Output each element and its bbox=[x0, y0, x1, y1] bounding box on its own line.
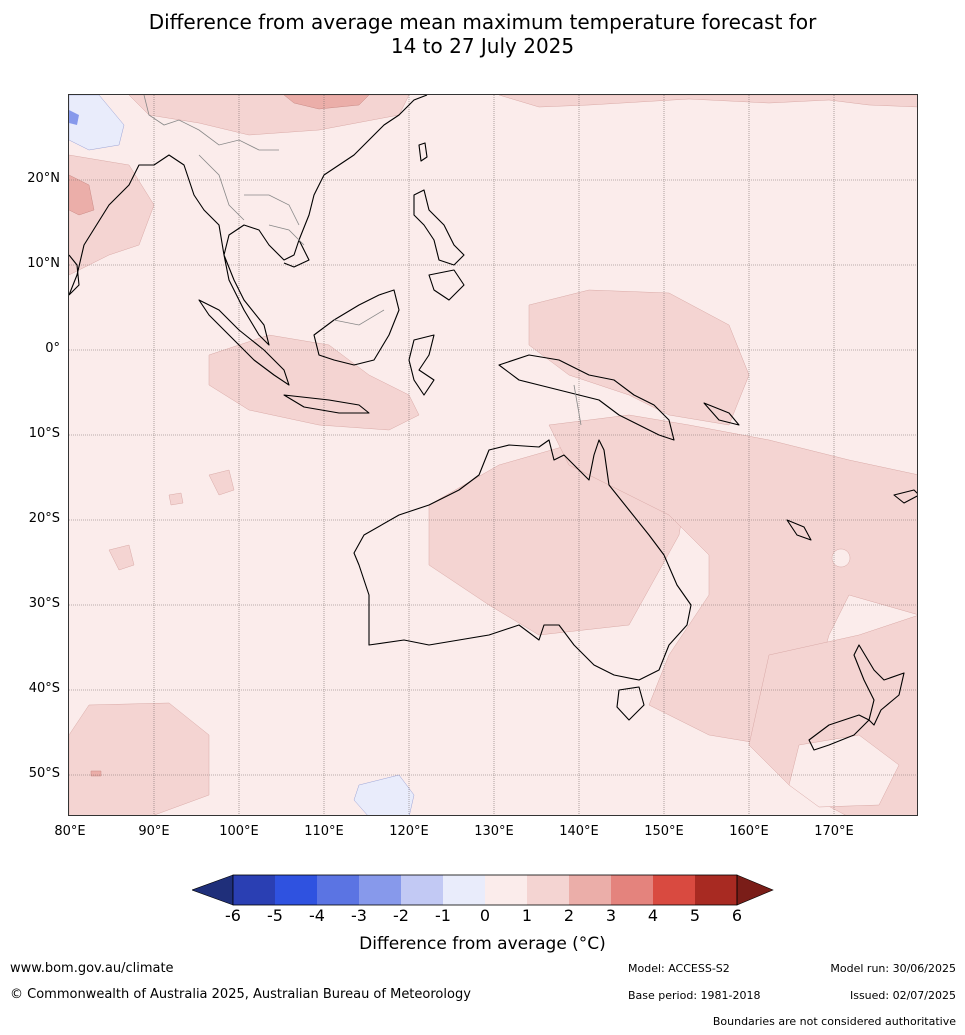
lon-label-80e: 80°E bbox=[54, 824, 86, 839]
country-borders bbox=[143, 95, 582, 426]
colorbar-swatch-n6-n5 bbox=[233, 875, 275, 905]
anomaly-1-to-2-areas bbox=[69, 95, 917, 815]
lon-label-130e: 130°E bbox=[474, 824, 514, 839]
colorbar-label: Difference from average (°C) bbox=[359, 934, 606, 954]
title-line-2: 14 to 27 July 2025 bbox=[390, 34, 575, 58]
colorbar-tick-0: 0 bbox=[479, 906, 491, 925]
graticule bbox=[69, 95, 917, 815]
base-period: Base period: 1981-2018 bbox=[628, 989, 761, 1002]
issued-date: Issued: 02/07/2025 bbox=[849, 989, 956, 1002]
website-link[interactable]: www.bom.gov.au/climate bbox=[10, 961, 174, 976]
colorbar-swatch-4-5 bbox=[653, 875, 695, 905]
lat-label-20s: 20°S bbox=[28, 511, 60, 526]
anomaly-minus-2-to-minus-1-area bbox=[69, 110, 79, 125]
colorbar bbox=[192, 874, 774, 906]
lat-label-50s: 50°S bbox=[28, 766, 60, 781]
boundaries-disclaimer: Boundaries are not considered authoritat… bbox=[712, 1015, 956, 1028]
model-run-date: Model run: 30/06/2025 bbox=[830, 962, 956, 975]
colorbar-tick-n1: -1 bbox=[435, 906, 451, 925]
colorbar-tick-n3: -3 bbox=[351, 906, 367, 925]
lat-label-10s: 10°S bbox=[28, 426, 60, 441]
model-name: Model: ACCESS-S2 bbox=[628, 962, 730, 975]
colorbar-tick-6: 6 bbox=[731, 906, 743, 925]
title-line-1: Difference from average mean maximum tem… bbox=[148, 10, 817, 34]
anomaly-minus-1-to-0-areas bbox=[69, 95, 415, 815]
colorbar-tick-n2: -2 bbox=[393, 906, 409, 925]
colorbar-tick-n4: -4 bbox=[309, 906, 325, 925]
lon-label-100e: 100°E bbox=[219, 824, 259, 839]
colorbar-tick-n5: -5 bbox=[267, 906, 283, 925]
colorbar-swatch-n5-n4 bbox=[275, 875, 317, 905]
colorbar-tick-4: 4 bbox=[647, 906, 659, 925]
colorbar-swatch-below-6 bbox=[192, 874, 234, 906]
lon-label-140e: 140°E bbox=[559, 824, 599, 839]
lon-label-110e: 110°E bbox=[304, 824, 344, 839]
forecast-map bbox=[68, 94, 918, 816]
lon-label-160e: 160°E bbox=[729, 824, 769, 839]
anomaly-0-to-1-pocket bbox=[788, 548, 900, 808]
lon-label-170e: 170°E bbox=[814, 824, 854, 839]
colorbar-tick-5: 5 bbox=[689, 906, 701, 925]
lat-label-20n: 20°N bbox=[27, 171, 60, 186]
colorbar-frame bbox=[232, 874, 738, 906]
colorbar-swatch-2-3 bbox=[569, 875, 611, 905]
colorbar-swatch-1-2 bbox=[527, 875, 569, 905]
map-title: Difference from average mean maximum tem… bbox=[0, 10, 965, 58]
colorbar-swatch-n3-n2 bbox=[359, 875, 401, 905]
colorbar-swatch-n2-n1 bbox=[401, 875, 443, 905]
colorbar-tick-2: 2 bbox=[563, 906, 575, 925]
colorbar-swatch-0-1 bbox=[485, 875, 527, 905]
lon-label-90e: 90°E bbox=[138, 824, 170, 839]
anomaly-2-to-3-areas bbox=[69, 95, 370, 777]
colorbar-tick-3: 3 bbox=[605, 906, 617, 925]
lat-label-0: 0° bbox=[45, 341, 60, 356]
lon-label-150e: 150°E bbox=[644, 824, 684, 839]
map-canvas bbox=[69, 95, 917, 815]
colorbar-tick-1: 1 bbox=[521, 906, 533, 925]
lat-label-10n: 10°N bbox=[27, 256, 60, 271]
colorbar-tick-n6: -6 bbox=[225, 906, 241, 925]
colorbar-swatch-above-6 bbox=[736, 874, 774, 906]
colorbar-swatch-n4-n3 bbox=[317, 875, 359, 905]
copyright-text: © Commonwealth of Australia 2025, Austra… bbox=[10, 987, 471, 1002]
coastlines bbox=[69, 95, 917, 751]
colorbar-swatch-n1-0 bbox=[443, 875, 485, 905]
lat-label-40s: 40°S bbox=[28, 681, 60, 696]
colorbar-swatch-3-4 bbox=[611, 875, 653, 905]
colorbar-swatch-5-6 bbox=[695, 875, 737, 905]
lat-label-30s: 30°S bbox=[28, 596, 60, 611]
lon-label-120e: 120°E bbox=[389, 824, 429, 839]
